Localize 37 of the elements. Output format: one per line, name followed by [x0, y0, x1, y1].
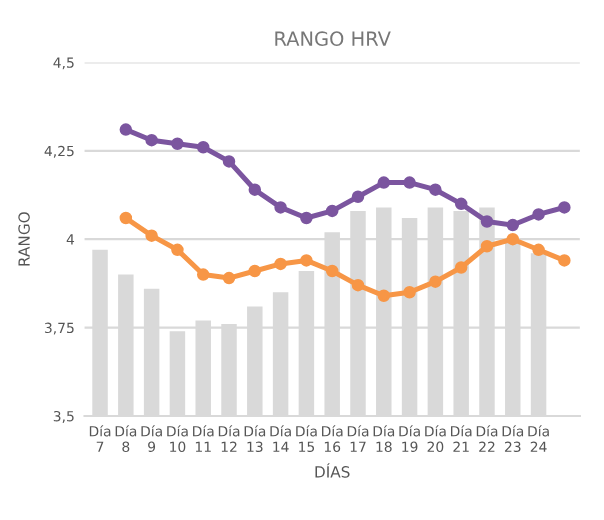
point	[222, 271, 236, 285]
point	[558, 254, 571, 267]
point	[274, 201, 287, 214]
point	[119, 123, 133, 136]
point	[145, 229, 158, 242]
point	[300, 254, 313, 267]
point	[506, 232, 520, 246]
point	[171, 137, 184, 150]
point	[274, 257, 287, 271]
point	[403, 285, 416, 299]
point	[351, 190, 365, 204]
point	[171, 243, 184, 257]
point	[119, 211, 133, 225]
point	[480, 240, 494, 253]
point	[377, 176, 391, 189]
point	[196, 268, 210, 281]
point	[480, 215, 494, 228]
point	[454, 261, 468, 274]
point	[403, 176, 416, 189]
point	[558, 201, 571, 214]
point	[429, 275, 442, 288]
point	[532, 243, 545, 257]
point	[248, 183, 262, 196]
point	[454, 197, 468, 211]
point	[222, 155, 236, 168]
point	[248, 264, 262, 278]
chart-title: RANGO HRV	[275, 31, 391, 47]
point	[351, 278, 365, 292]
point	[532, 208, 545, 221]
point	[325, 264, 339, 278]
point	[429, 183, 442, 196]
point	[300, 211, 313, 225]
point	[196, 141, 210, 154]
point	[145, 133, 158, 147]
point	[325, 204, 339, 218]
point	[506, 218, 520, 232]
point	[377, 289, 391, 303]
